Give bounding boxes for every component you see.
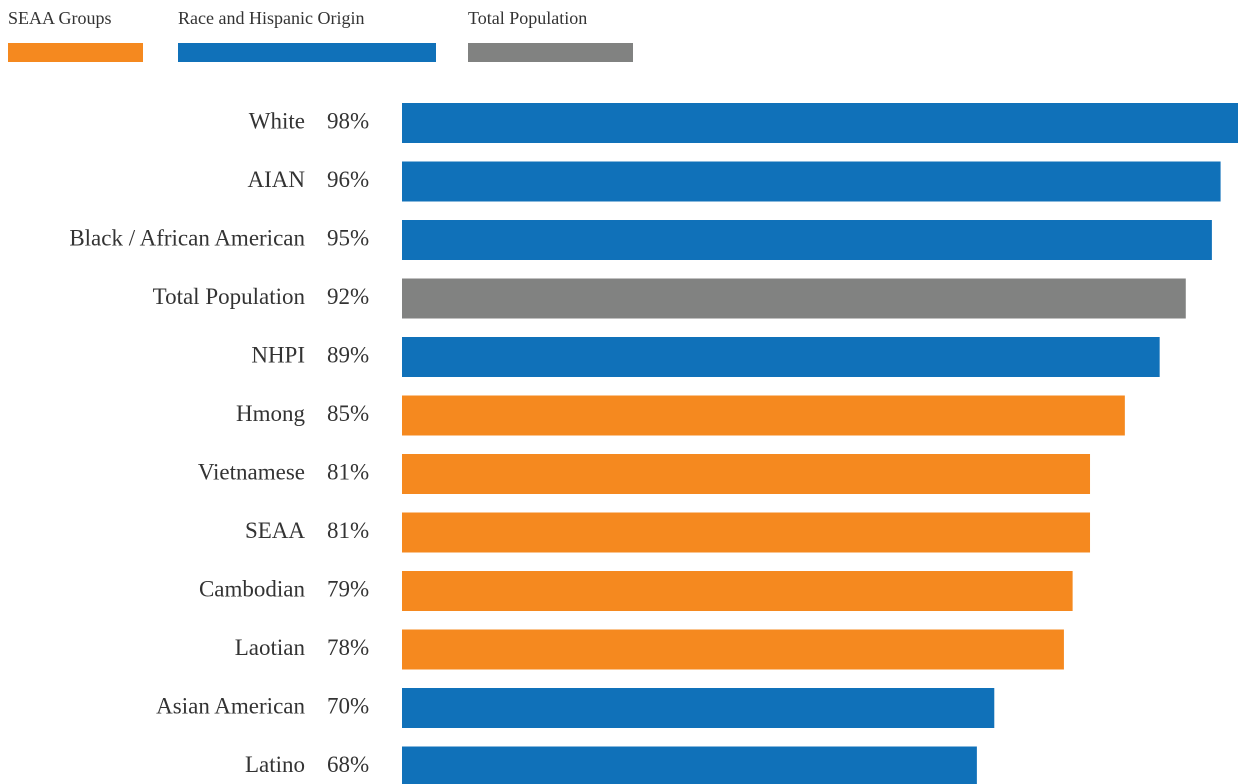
bar: [402, 512, 1091, 553]
bar: [402, 571, 1073, 611]
category-label: White: [249, 108, 305, 133]
legend-label: Total Population: [468, 8, 587, 28]
legend-label: Race and Hispanic Origin: [178, 8, 364, 28]
value-label: 98%: [327, 108, 369, 133]
bar: [402, 629, 1064, 670]
value-label: 68%: [327, 752, 369, 777]
bar: [402, 161, 1221, 202]
bar: [402, 278, 1186, 319]
value-label: 96%: [327, 167, 369, 192]
legend-swatch: [468, 43, 633, 62]
value-label: 81%: [327, 459, 369, 484]
value-label: 81%: [327, 518, 369, 543]
category-label: Total Population: [153, 284, 306, 309]
category-label: Laotian: [235, 635, 306, 660]
value-label: 70%: [327, 693, 369, 718]
category-label: Latino: [245, 752, 305, 777]
value-label: 95%: [327, 225, 369, 250]
value-label: 78%: [327, 635, 369, 660]
category-label: Hmong: [236, 401, 306, 426]
category-label: NHPI: [251, 342, 305, 367]
bar: [402, 220, 1212, 260]
value-label: 89%: [327, 342, 369, 367]
category-label: Vietnamese: [198, 459, 305, 484]
bar: [402, 337, 1160, 377]
category-label: Asian American: [156, 693, 305, 718]
value-label: 85%: [327, 401, 369, 426]
value-label: 92%: [327, 284, 369, 309]
category-label: Cambodian: [199, 576, 306, 601]
legend-label: SEAA Groups: [8, 8, 112, 28]
bar: [402, 454, 1091, 494]
bar: [402, 746, 977, 784]
legend-swatch: [8, 43, 143, 62]
legend-swatch: [178, 43, 436, 62]
value-label: 79%: [327, 576, 369, 601]
bar: [402, 103, 1238, 143]
category-label: SEAA: [245, 518, 305, 543]
category-label: Black / African American: [69, 225, 305, 250]
category-label: AIAN: [248, 167, 306, 192]
bar: [402, 688, 995, 728]
bar: [402, 395, 1125, 436]
